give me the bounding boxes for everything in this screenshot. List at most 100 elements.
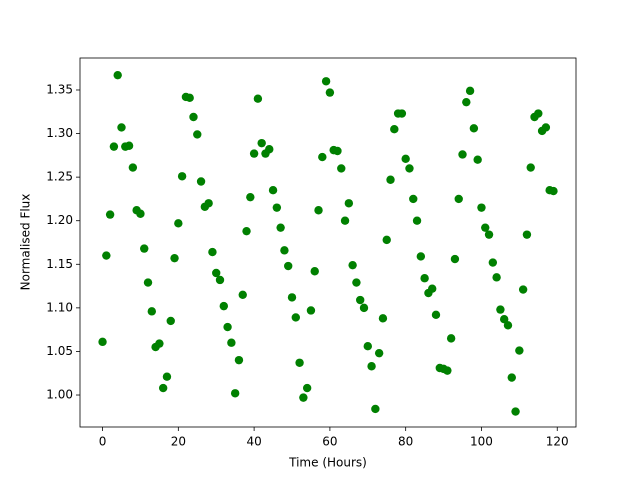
y-tick-label: 1.25 (46, 170, 73, 184)
point (420, 274, 429, 283)
point (113, 70, 122, 80)
point (458, 150, 467, 159)
point (390, 125, 399, 134)
point (306, 306, 316, 315)
point (499, 314, 509, 324)
point (340, 216, 350, 225)
point (105, 210, 115, 219)
y-tick-label: 1.00 (46, 388, 73, 402)
point (158, 383, 168, 393)
point (230, 389, 240, 398)
point (321, 77, 331, 86)
point (446, 334, 456, 343)
y-tick-label: 1.30 (46, 126, 73, 140)
y-tick-label: 1.10 (46, 300, 73, 314)
point (155, 339, 164, 348)
point (534, 109, 543, 118)
point (496, 305, 505, 314)
point (386, 175, 395, 184)
point (374, 348, 384, 358)
point (359, 303, 369, 313)
point (249, 149, 259, 158)
point (223, 322, 232, 332)
point (128, 163, 138, 172)
point (140, 244, 149, 253)
point (238, 290, 247, 299)
point (253, 94, 263, 103)
x-tick-label: 20 (171, 435, 186, 449)
point (371, 404, 380, 414)
point (98, 337, 107, 347)
x-tick-label: 0 (99, 435, 107, 449)
point (177, 172, 187, 181)
point (276, 223, 285, 232)
point (284, 261, 293, 271)
point (541, 123, 551, 132)
point (215, 275, 225, 285)
point (314, 206, 323, 215)
point (337, 164, 346, 173)
point (348, 260, 357, 270)
x-tick-label: 120 (546, 435, 569, 449)
point (526, 163, 535, 172)
y-tick-label: 1.05 (46, 344, 73, 358)
point (401, 154, 410, 164)
point (295, 358, 304, 367)
point (299, 393, 308, 402)
point (257, 138, 266, 148)
point (412, 216, 422, 225)
point (405, 164, 414, 173)
y-tick-label: 1.35 (46, 82, 73, 96)
point (242, 226, 251, 236)
point (166, 316, 175, 326)
point (382, 235, 391, 245)
point (204, 199, 213, 208)
point (488, 258, 498, 267)
point (484, 230, 494, 239)
point (208, 247, 217, 257)
x-tick-label: 100 (470, 435, 493, 449)
point (344, 199, 354, 208)
point (219, 301, 228, 311)
point (473, 155, 482, 164)
point (136, 209, 145, 218)
point (291, 313, 300, 322)
point (193, 130, 202, 139)
point (325, 88, 335, 97)
point (162, 372, 172, 381)
point (234, 355, 244, 365)
point (310, 267, 319, 276)
point (318, 152, 327, 162)
point (477, 203, 486, 212)
point (185, 93, 194, 103)
point (124, 141, 134, 150)
point (465, 86, 475, 96)
point (117, 123, 126, 132)
point (212, 268, 221, 278)
point (416, 252, 426, 261)
y-tick-label: 1.15 (46, 257, 73, 271)
point (397, 109, 407, 118)
x-tick-label: 80 (398, 435, 413, 449)
plot-frame (79, 57, 577, 428)
x-tick-label: 60 (322, 435, 337, 449)
point (462, 97, 471, 107)
point (265, 145, 274, 154)
point (515, 346, 524, 355)
point (268, 186, 278, 195)
point (280, 246, 289, 255)
point (174, 219, 183, 228)
point (428, 284, 437, 293)
point (469, 124, 479, 133)
point (246, 192, 255, 202)
point (102, 251, 111, 260)
point (454, 194, 463, 204)
point (549, 186, 558, 196)
point (443, 366, 452, 375)
point (522, 230, 532, 239)
point (378, 314, 388, 323)
point (492, 273, 501, 282)
point (189, 112, 198, 122)
point (431, 310, 441, 320)
